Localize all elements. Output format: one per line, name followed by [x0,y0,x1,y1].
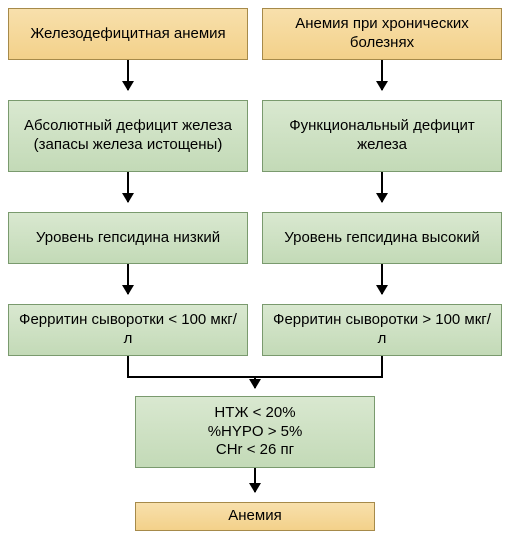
node-label: Ферритин сыворотки > 100 мкг/л [271,311,493,349]
node-abs-def: Абсолютный дефицит железа (запасы железа… [8,100,248,172]
node-label: Анемия [228,507,281,526]
node-hep-high: Уровень гепсидина высокий [262,212,502,264]
arrow [127,264,129,294]
arrow [127,60,129,90]
flowchart: Железодефицитная анемия Анемия при хрони… [8,8,503,531]
node-hep-low: Уровень гепсидина низкий [8,212,248,264]
node-label: Абсолютный дефицит железа (запасы железа… [17,117,239,155]
node-label: Железодефицитная анемия [30,25,225,44]
arrow [254,468,256,492]
node-label: Ферритин сыворотки < 100 мкг/л [17,311,239,349]
node-fer-low: Ферритин сыворотки < 100 мкг/л [8,304,248,356]
node-acd: Анемия при хронических болезнях [262,8,502,60]
connector-stub [381,356,383,376]
node-criteria: НТЖ < 20% %HYPO > 5% CHr < 26 пг [135,396,375,468]
node-label: Анемия при хронических болезнях [271,15,493,53]
arrow [381,60,383,90]
node-label: Уровень гепсидина низкий [36,229,220,248]
arrow [254,376,256,388]
node-label: НТЖ < 20% %HYPO > 5% CHr < 26 пг [208,404,303,460]
node-ida: Железодефицитная анемия [8,8,248,60]
arrow [127,172,129,202]
node-fer-high: Ферритин сыворотки > 100 мкг/л [262,304,502,356]
arrow [381,172,383,202]
node-func-def: Функциональный дефицит железа [262,100,502,172]
arrow [381,264,383,294]
node-anemia: Анемия [135,502,375,531]
node-label: Уровень гепсидина высокий [284,229,479,248]
connector-stub [127,356,129,376]
node-label: Функциональный дефицит железа [271,117,493,155]
